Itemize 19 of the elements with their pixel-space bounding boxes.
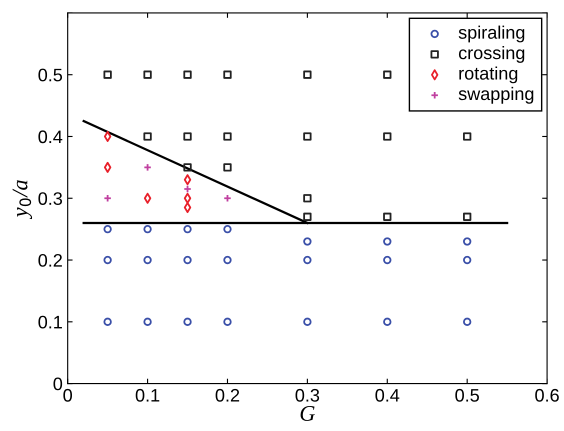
y-tick-label: 0.1: [38, 316, 62, 329]
x-axis-title: G: [300, 406, 315, 421]
x-tick-label: 0.5: [455, 388, 479, 402]
y-axis-title: y$_{0}$/a: [12, 180, 32, 220]
y-tick-label: 0.4: [38, 130, 62, 144]
legend-label: swapping: [458, 86, 534, 104]
x-tick-label: 0: [63, 388, 72, 402]
legend-label: crossing: [458, 46, 524, 63]
legend-label: rotating: [459, 66, 518, 84]
y-tick-label: 0.2: [38, 254, 62, 267]
legend-label: spiraling: [458, 26, 524, 42]
y-tick-label: 0.3: [38, 192, 62, 205]
y-tick-label: 0: [53, 378, 62, 390]
x-tick-label: 0.1: [136, 388, 160, 402]
y-tick-label: 0.5: [38, 68, 62, 82]
x-tick-label: 0.2: [216, 388, 240, 402]
x-tick-label: 0.6: [535, 388, 559, 402]
x-tick-label: 0.3: [296, 388, 320, 402]
x-tick-label: 0.4: [375, 388, 400, 402]
